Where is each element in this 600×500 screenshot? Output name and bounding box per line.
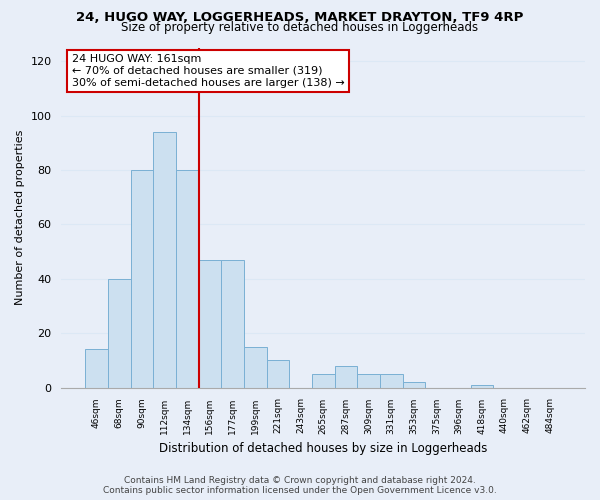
Bar bbox=[221, 260, 244, 388]
Bar bbox=[266, 360, 289, 388]
Bar bbox=[108, 278, 131, 388]
Bar bbox=[357, 374, 380, 388]
Text: Contains HM Land Registry data © Crown copyright and database right 2024.
Contai: Contains HM Land Registry data © Crown c… bbox=[103, 476, 497, 495]
X-axis label: Distribution of detached houses by size in Loggerheads: Distribution of detached houses by size … bbox=[159, 442, 487, 455]
Bar bbox=[85, 350, 108, 388]
Bar bbox=[131, 170, 153, 388]
Y-axis label: Number of detached properties: Number of detached properties bbox=[15, 130, 25, 305]
Text: 24 HUGO WAY: 161sqm
← 70% of detached houses are smaller (319)
30% of semi-detac: 24 HUGO WAY: 161sqm ← 70% of detached ho… bbox=[72, 54, 344, 88]
Text: Size of property relative to detached houses in Loggerheads: Size of property relative to detached ho… bbox=[121, 21, 479, 34]
Bar bbox=[176, 170, 199, 388]
Bar bbox=[199, 260, 221, 388]
Bar bbox=[312, 374, 335, 388]
Bar bbox=[335, 366, 357, 388]
Bar bbox=[470, 385, 493, 388]
Bar bbox=[403, 382, 425, 388]
Text: 24, HUGO WAY, LOGGERHEADS, MARKET DRAYTON, TF9 4RP: 24, HUGO WAY, LOGGERHEADS, MARKET DRAYTO… bbox=[76, 11, 524, 24]
Bar bbox=[380, 374, 403, 388]
Bar bbox=[244, 347, 266, 388]
Bar bbox=[153, 132, 176, 388]
